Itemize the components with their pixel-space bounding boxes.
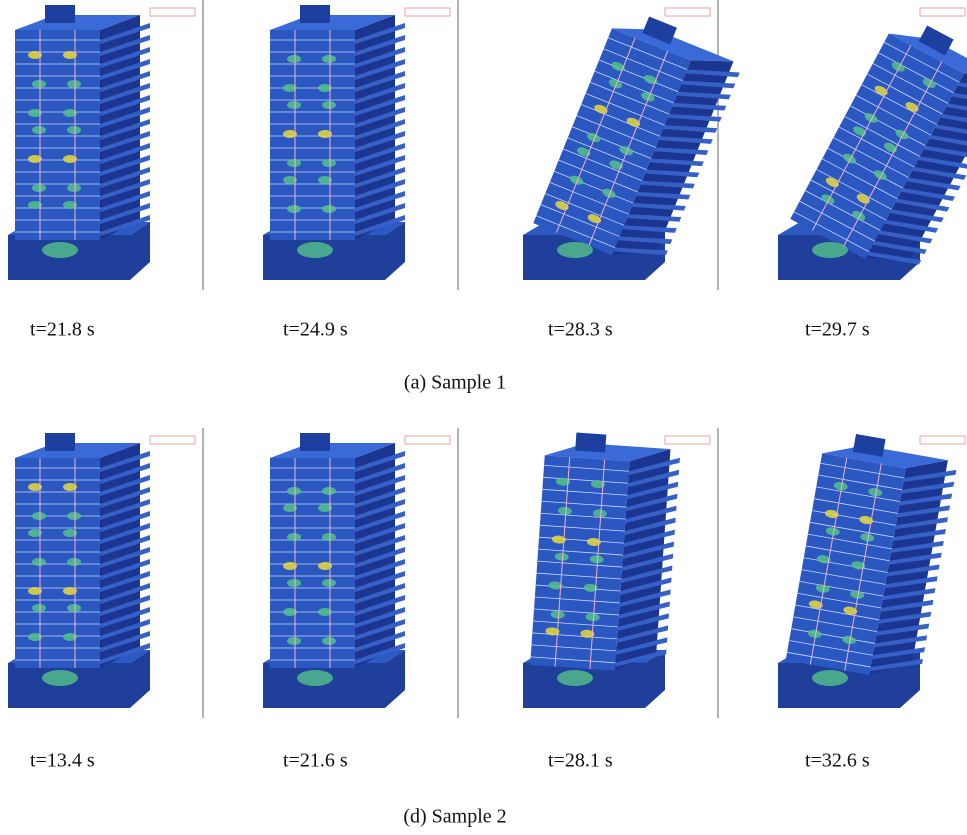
tower xyxy=(530,430,681,674)
legend-note xyxy=(665,8,710,16)
stress-spot xyxy=(67,558,81,566)
stress-spot xyxy=(32,558,46,566)
legend-note xyxy=(920,8,965,16)
roof-box xyxy=(300,433,330,451)
panel-caption: (a) Sample 1 xyxy=(404,372,506,394)
stress-spot xyxy=(67,604,81,612)
frame-label: t=24.9 s xyxy=(283,319,348,341)
stress-spot xyxy=(322,55,336,63)
frame-image xyxy=(8,0,203,290)
legend-note xyxy=(150,8,195,16)
stress-spot xyxy=(297,670,333,686)
frame-image xyxy=(523,0,746,290)
roof-box xyxy=(45,433,75,451)
stress-spot xyxy=(32,80,46,88)
frame-image xyxy=(263,0,458,290)
stress-spot xyxy=(297,242,333,258)
legend-note xyxy=(150,436,195,444)
stress-spot xyxy=(322,101,336,109)
stress-spot xyxy=(322,579,336,587)
stress-spot xyxy=(322,205,336,213)
stress-spot xyxy=(67,80,81,88)
stress-spot xyxy=(287,637,301,645)
roof-box xyxy=(45,5,75,23)
stress-spot xyxy=(67,184,81,192)
stress-spot xyxy=(557,242,593,258)
stress-spot xyxy=(32,604,46,612)
legend-note xyxy=(920,436,965,444)
stress-spot xyxy=(812,670,848,686)
stress-spot xyxy=(322,487,336,495)
stress-spot xyxy=(322,159,336,167)
figure: t=21.8 s t=24.9 s t=28.3 s t=29.7 s (a) Samp… xyxy=(0,0,967,835)
frame-image xyxy=(778,0,967,290)
stress-spot xyxy=(287,579,301,587)
stress-spot xyxy=(287,159,301,167)
frame-label: t=32.6 s xyxy=(805,750,870,772)
front-face xyxy=(15,458,100,668)
legend-note xyxy=(405,8,450,16)
frame-image xyxy=(523,428,718,718)
stress-spot xyxy=(812,242,848,258)
frame-label: t=21.6 s xyxy=(283,750,348,772)
roof-box xyxy=(575,433,606,453)
frame-label: t=28.3 s xyxy=(548,319,613,341)
stress-spot xyxy=(287,487,301,495)
stress-spot xyxy=(32,184,46,192)
stress-spot xyxy=(67,126,81,134)
stress-spot xyxy=(322,533,336,541)
stress-spot xyxy=(287,55,301,63)
stress-spot xyxy=(557,670,593,686)
stress-spot xyxy=(42,242,78,258)
legend-note xyxy=(665,436,710,444)
roof-box xyxy=(300,5,330,23)
front-face xyxy=(15,30,100,240)
tower xyxy=(270,433,405,668)
stress-spot xyxy=(32,512,46,520)
stress-spot xyxy=(67,512,81,520)
frame-label: t=21.8 s xyxy=(30,319,95,341)
tower xyxy=(270,5,405,240)
tower xyxy=(15,5,150,240)
tower xyxy=(786,429,960,684)
stress-spot xyxy=(322,637,336,645)
front-face xyxy=(270,458,355,668)
frame-image xyxy=(263,428,458,718)
front-face xyxy=(270,30,355,240)
frame-label: t=13.4 s xyxy=(30,750,95,772)
frame-label: t=28.1 s xyxy=(548,750,613,772)
frame-image xyxy=(778,428,967,718)
page: t=21.8 s t=24.9 s t=28.3 s t=29.7 s (a) Samp… xyxy=(0,0,967,835)
stress-spot xyxy=(32,126,46,134)
stress-spot xyxy=(287,101,301,109)
tower xyxy=(15,433,150,668)
stress-spot xyxy=(287,533,301,541)
frame-image xyxy=(8,428,203,718)
tower xyxy=(533,5,746,273)
frame-label: t=29.7 s xyxy=(805,319,870,341)
stress-spot xyxy=(42,670,78,686)
stress-spot xyxy=(287,205,301,213)
panel-caption: (d) Sample 2 xyxy=(403,806,506,828)
legend-note xyxy=(405,436,450,444)
